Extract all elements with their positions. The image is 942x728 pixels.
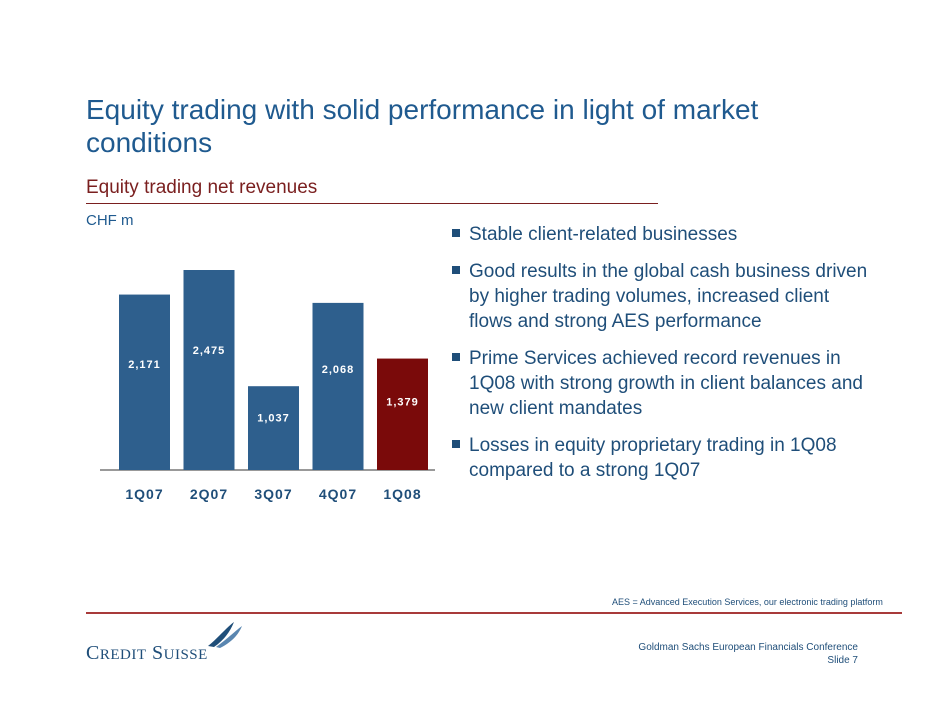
bar-3Q07 <box>248 386 299 470</box>
bar-value-label: 2,475 <box>193 345 226 357</box>
bar-2Q07 <box>183 270 235 470</box>
bar-value-label: 2,068 <box>322 364 355 376</box>
bar-1Q07 <box>119 294 170 470</box>
bullet-square-icon <box>452 266 460 274</box>
bullet-item: Stable client-related businesses <box>452 222 872 247</box>
chart-subtitle: Equity trading net revenues <box>86 177 318 198</box>
slide-title: Equity trading with solid performance in… <box>86 94 759 158</box>
bullet-square-icon <box>452 353 460 361</box>
category-label: 1Q08 <box>383 486 421 502</box>
sails-logo-icon <box>208 622 242 648</box>
bar-4Q07 <box>312 302 364 470</box>
footer-info: Goldman Sachs European Financials Confer… <box>638 641 858 667</box>
category-label: 1Q07 <box>125 486 163 502</box>
bullet-item: Good results in the global cash business… <box>452 259 872 334</box>
bullet-list: Stable client-related businesses Good re… <box>452 222 872 483</box>
bullet-square-icon <box>452 229 460 237</box>
logo-wordmark: CREDIT SUISSE <box>86 642 208 664</box>
chart-unit: CHF m <box>86 212 134 229</box>
footer-rule <box>86 612 902 614</box>
credit-suisse-logo: CREDIT SUISSE <box>86 620 246 668</box>
bullet-item: Prime Services achieved record revenues … <box>452 346 872 421</box>
category-label: 3Q07 <box>254 486 292 502</box>
bar-value-label: 1,379 <box>386 396 419 408</box>
subtitle-rule <box>86 203 658 204</box>
slide-number: Slide 7 <box>827 655 858 666</box>
bar-value-label: 1,037 <box>257 412 290 424</box>
footnote: AES = Advanced Execution Services, our e… <box>612 597 883 607</box>
bar-value-label: 2,171 <box>128 359 161 371</box>
bar-1Q08 <box>377 358 428 470</box>
event-name: Goldman Sachs European Financials Confer… <box>638 642 858 653</box>
bullet-square-icon <box>452 440 460 448</box>
revenue-bar-chart: 2,171 1Q07 2,475 2Q07 1,037 3Q07 2,068 4Q07 1,37… <box>100 270 435 502</box>
bullet-item: Losses in equity proprietary trading in … <box>452 433 872 483</box>
category-label: 2Q07 <box>190 486 228 502</box>
category-label: 4Q07 <box>319 486 357 502</box>
